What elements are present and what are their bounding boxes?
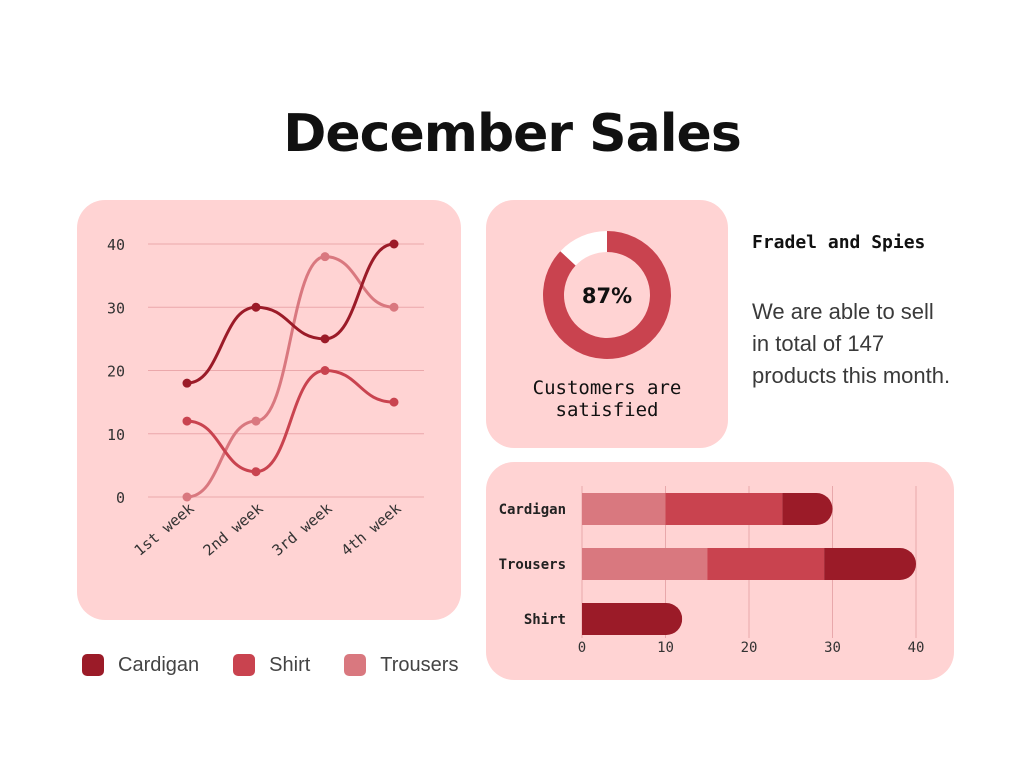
legend-label: Cardigan: [118, 653, 200, 676]
donut-value-label: 87%: [582, 284, 632, 308]
data-point-trousers-2: [251, 416, 261, 426]
bar-segment-cardigan-shirt: [665, 493, 783, 525]
legend-item-shirt: Shirt: [233, 654, 310, 677]
data-point-trousers-4: [389, 302, 399, 312]
data-point-shirt-1: [182, 416, 192, 426]
data-point-shirt-4: [389, 397, 399, 407]
page-title: December Sales: [283, 104, 742, 164]
legend-swatch: [344, 654, 367, 676]
legend-swatch: [233, 654, 256, 676]
series-line-trousers: [185, 255, 396, 499]
bar-row-cardigan: [582, 493, 833, 525]
y-tick-label-0: 0: [116, 489, 125, 507]
bar-segment-shirt-cardigan: [582, 603, 683, 635]
legend-label: Shirt: [269, 653, 311, 676]
x-tick-label-4th-week: 4th week: [338, 499, 405, 559]
data-point-cardigan-3: [320, 334, 330, 344]
legend-label: Trousers: [380, 653, 459, 676]
x-tick-label-2nd-week: 2nd week: [200, 499, 267, 559]
bar-segment-trousers-trousers: [582, 548, 708, 580]
x-tick-label-10: 10: [657, 640, 674, 656]
x-tick-label-3rd-week: 3rd week: [269, 499, 336, 559]
bar-row-trousers: [582, 548, 916, 580]
legend: Cardigan Shirt Trousers: [82, 652, 492, 678]
side-text: We are able to sell in total of 147 prod…: [752, 299, 951, 388]
data-point-cardigan-4: [389, 239, 399, 249]
legend-item-trousers: Trousers: [344, 654, 458, 677]
x-tick-label-1st-week: 1st week: [131, 499, 198, 559]
data-point-cardigan-2: [251, 302, 261, 312]
y-tick-label-40: 40: [107, 236, 125, 254]
category-label-cardigan: Cardigan: [499, 502, 566, 518]
data-point-trousers-3: [320, 252, 330, 262]
line-chart: 0 10 20 30 40 1st week 2nd week 3rd week 4th wee…: [107, 236, 424, 560]
x-tick-label-40: 40: [908, 640, 925, 656]
y-tick-label-10: 10: [107, 426, 125, 444]
bar-segment-cardigan-trousers: [582, 493, 666, 525]
bar-segment-trousers-shirt: [707, 548, 825, 580]
x-tick-label-30: 30: [824, 640, 841, 656]
y-tick-label-20: 20: [107, 363, 125, 381]
data-point-trousers-1: [182, 492, 192, 502]
donut-caption-line-1: Customers are: [533, 377, 682, 399]
data-point-shirt-2: [251, 467, 261, 477]
y-tick-label-30: 30: [107, 299, 125, 317]
category-label-shirt: Shirt: [524, 612, 566, 628]
bar-segment-trousers-cardigan: [824, 548, 916, 580]
legend-swatch: [82, 654, 104, 676]
bar-chart-card: 0 10 20 30 40 Cardigan Trousers Shirt: [486, 462, 954, 680]
side-heading: Fradel and Spies: [752, 232, 926, 253]
donut-caption-line-2: satisfied: [556, 399, 659, 421]
donut-chart-card: 87% Customers are satisfied: [486, 200, 728, 448]
donut-slice-rest: [560, 231, 607, 266]
x-tick-label-0: 0: [578, 640, 586, 656]
bar-segment-cardigan-cardigan: [782, 493, 833, 525]
line-chart-card: 0 10 20 30 40 1st week 2nd week 3rd week 4th wee…: [77, 200, 461, 620]
series-line-shirt: [185, 368, 396, 474]
series-line-cardigan: [185, 242, 396, 385]
category-label-trousers: Trousers: [499, 557, 566, 573]
data-point-cardigan-1: [182, 378, 192, 388]
legend-item-cardigan: Cardigan: [82, 654, 199, 677]
x-tick-label-20: 20: [741, 640, 758, 656]
bar-chart: 0 10 20 30 40 Cardigan Trousers Shirt: [499, 486, 925, 656]
bar-row-shirt: [582, 603, 683, 635]
data-point-shirt-3: [320, 366, 330, 375]
donut-slice-satisfied: [543, 231, 672, 359]
